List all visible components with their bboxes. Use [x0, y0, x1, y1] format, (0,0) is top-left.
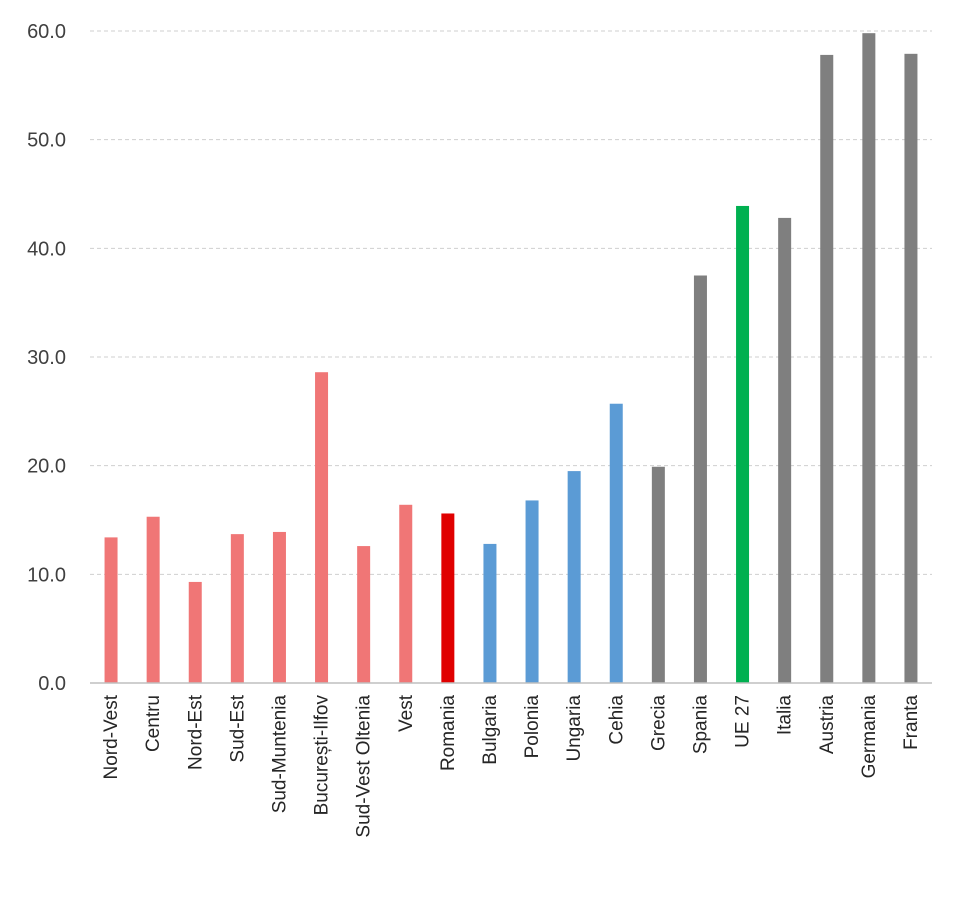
- bar-sud-vest-oltenia: [357, 546, 371, 683]
- x-category-label: Vest: [396, 694, 417, 732]
- y-tick-label: 20.0: [27, 456, 66, 478]
- x-category-label: Bulgaria: [480, 695, 501, 765]
- bar-sud-muntenia: [272, 531, 286, 683]
- x-category-label: Grecia: [648, 695, 669, 751]
- x-axis-category-labels: Nord-Vest Centru Nord-Est Sud-Est Sud-Munten…: [101, 694, 922, 837]
- bar-polonia: [525, 500, 539, 683]
- x-category-label: Romania: [438, 695, 459, 771]
- x-category-label: Cehia: [606, 695, 627, 745]
- x-category-label: Ungaria: [564, 695, 585, 762]
- x-category-label: Spania: [690, 695, 711, 755]
- x-category-label: Sud-Muntenia: [269, 695, 290, 814]
- y-tick-label: 50.0: [27, 130, 66, 152]
- bar-grecia: [651, 466, 665, 683]
- bar-ue-27: [736, 205, 750, 683]
- bar-nord-est: [188, 581, 202, 683]
- x-category-label: Nord-Est: [185, 694, 206, 770]
- bar-ungaria: [567, 471, 581, 683]
- gridlines: [90, 30, 932, 575]
- y-tick-label: 40.0: [27, 238, 66, 260]
- x-category-label: Sud-Est: [227, 694, 248, 762]
- bar-nord-vest: [104, 537, 118, 683]
- x-category-label: Franta: [901, 695, 922, 750]
- y-tick-label: 10.0: [27, 564, 66, 586]
- y-tick-label: 0.0: [38, 673, 66, 695]
- x-category-label: UE 27: [733, 695, 754, 748]
- bar-spania: [693, 275, 707, 683]
- x-category-label: Germania: [859, 695, 880, 779]
- bar-bulgaria: [483, 543, 497, 683]
- x-category-label: Italia: [775, 695, 796, 736]
- bar-romania: [441, 513, 455, 683]
- bar-austria: [820, 54, 834, 683]
- y-tick-label: 30.0: [27, 347, 66, 369]
- bars: [104, 33, 918, 683]
- bar-franta: [904, 53, 918, 683]
- x-category-label: Nord-Vest: [101, 694, 122, 779]
- x-category-label: Centru: [143, 695, 164, 752]
- bar-italia: [778, 217, 792, 683]
- x-category-label: Sud-Vest Oltenia: [354, 695, 375, 838]
- x-category-label: București-Ilfov: [312, 695, 333, 816]
- bar-bucurești-ilfov: [315, 372, 329, 683]
- bar-sud-est: [230, 534, 244, 683]
- y-tick-label: 60.0: [27, 21, 66, 43]
- bar-germania: [862, 33, 876, 683]
- bar-centru: [146, 516, 160, 683]
- bar-vest: [399, 504, 413, 683]
- bar-cehia: [609, 403, 623, 683]
- y-axis-tick-labels: 0.0 10.0 20.0 30.0 40.0 50.0 60.0: [27, 21, 66, 695]
- x-category-label: Polonia: [522, 695, 543, 759]
- x-category-label: Austria: [817, 695, 838, 755]
